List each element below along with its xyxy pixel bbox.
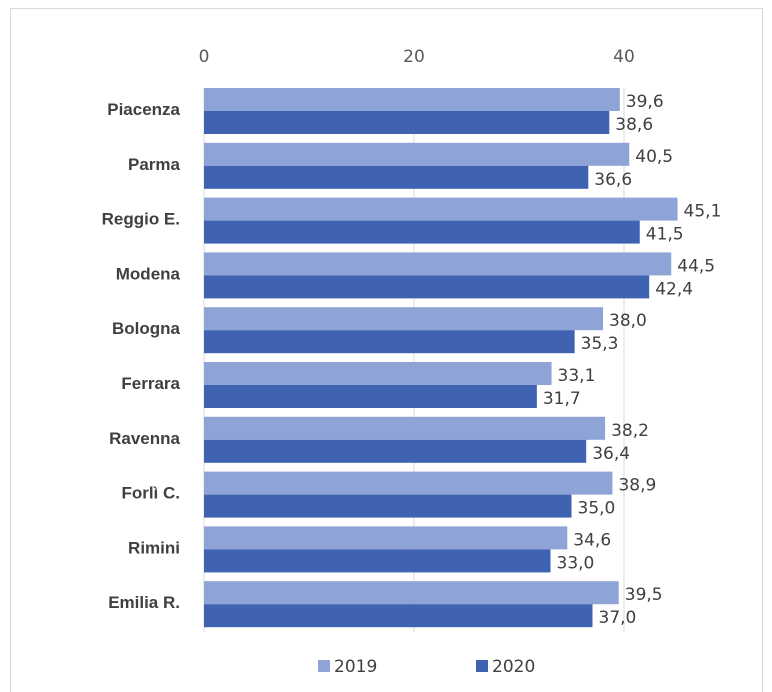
- data-label: 39,5: [625, 585, 663, 605]
- bar-2020: [204, 604, 593, 628]
- bar-2019: [204, 88, 620, 111]
- bar-2020: [204, 439, 587, 463]
- category-label: Modena: [116, 264, 181, 283]
- data-label: 38,6: [615, 115, 653, 135]
- bar-2020: [204, 111, 610, 134]
- data-label: 44,5: [677, 256, 715, 276]
- legend-swatch-2020: [476, 660, 488, 672]
- category-label: Forlì C.: [121, 484, 180, 503]
- category-labels: Piacenza Parma Reggio E. Modena Bologna Ferra…: [102, 100, 181, 612]
- data-label: 35,3: [581, 334, 619, 354]
- category-label: Piacenza: [107, 100, 180, 119]
- bar-2019: [204, 416, 606, 440]
- data-label: 42,4: [655, 279, 693, 299]
- data-label: 41,5: [646, 225, 684, 245]
- bar-2020: [204, 275, 650, 299]
- category-label: Rimini: [128, 538, 180, 557]
- data-label: 39,6: [626, 92, 664, 112]
- data-label: 45,1: [684, 202, 722, 222]
- category-label: Parma: [128, 155, 181, 174]
- data-label: 31,7: [543, 389, 581, 409]
- bar-2019: [204, 307, 603, 331]
- data-label: 38,9: [618, 476, 656, 496]
- bar-2020: [204, 220, 640, 244]
- bar-2019: [204, 142, 630, 166]
- bar-2019: [204, 581, 619, 605]
- bar-2019: [204, 471, 613, 495]
- bar-2019: [204, 252, 672, 276]
- bar-2020: [204, 165, 589, 189]
- data-label: 37,0: [599, 608, 637, 628]
- chart-frame: [10, 8, 763, 692]
- bar-2019: [204, 526, 568, 550]
- x-tick-label: 0: [199, 47, 210, 67]
- bar-2020: [204, 330, 575, 354]
- bar-2020: [204, 549, 551, 573]
- data-label: 34,6: [573, 530, 611, 550]
- bar-2019: [204, 197, 678, 221]
- bars: 39,6 38,6 40,536,6 45,141,5 44,5 42,4 38,0 35,3…: [204, 88, 721, 628]
- legend-label: 2019: [334, 657, 377, 677]
- data-label: 40,5: [635, 147, 673, 167]
- category-label: Ferrara: [121, 374, 180, 393]
- bar-2019: [204, 362, 552, 385]
- category-label: Ravenna: [109, 429, 180, 448]
- data-label: 36,6: [594, 170, 632, 190]
- x-tick-label: 20: [403, 47, 425, 67]
- legend-swatch-2019: [318, 660, 330, 672]
- category-label: Emilia R.: [108, 593, 180, 612]
- data-label: 33,0: [557, 553, 595, 573]
- legend: 2019 2020: [318, 657, 535, 677]
- x-axis-ticks: 0 20 40: [199, 47, 635, 67]
- bar-2020: [204, 385, 537, 408]
- category-label: Reggio E.: [102, 210, 180, 229]
- legend-label: 2020: [492, 657, 535, 677]
- data-label: 38,2: [611, 421, 649, 441]
- data-label: 33,1: [558, 366, 596, 386]
- data-label: 36,4: [592, 444, 630, 464]
- data-label: 38,0: [609, 311, 647, 331]
- data-label: 35,0: [578, 499, 616, 519]
- bar-2020: [204, 494, 572, 518]
- category-label: Bologna: [112, 319, 181, 338]
- x-tick-label: 40: [613, 47, 635, 67]
